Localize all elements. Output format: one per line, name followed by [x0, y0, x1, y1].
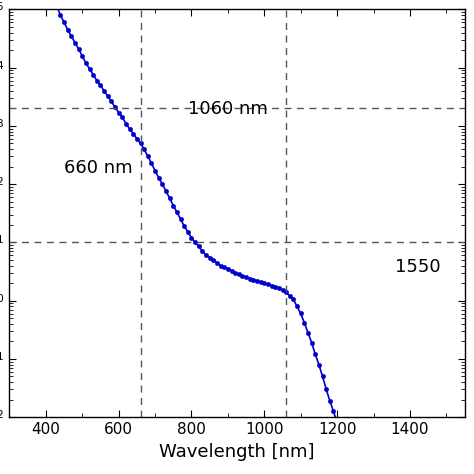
X-axis label: Wavelength [nm]: Wavelength [nm]: [159, 443, 315, 461]
Text: 1550: 1550: [395, 257, 441, 275]
Text: 1060 nm: 1060 nm: [188, 100, 268, 118]
Text: 660 nm: 660 nm: [64, 158, 133, 176]
